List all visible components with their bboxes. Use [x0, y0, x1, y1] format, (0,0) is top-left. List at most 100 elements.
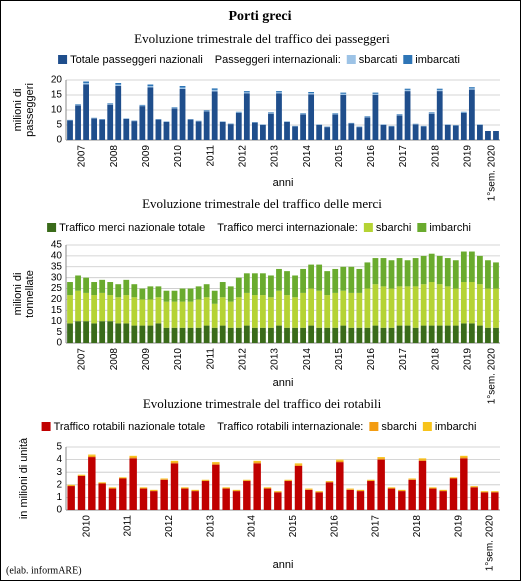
legend-swatch — [346, 55, 356, 64]
bar-segment — [98, 482, 106, 484]
bar-segment — [439, 489, 447, 491]
bar-segment — [452, 260, 459, 289]
x-tick-label: 2008 — [109, 145, 120, 168]
legend-label: imbarchi — [429, 222, 471, 234]
bar-segment — [367, 481, 375, 510]
bar-segment — [195, 327, 202, 343]
x-tick-label: 2016 — [329, 515, 340, 538]
bar-segment — [67, 486, 75, 510]
bar-segment — [91, 118, 98, 140]
bar-segment — [171, 107, 178, 108]
bar-segment — [107, 104, 114, 105]
x-tick-label: 2013 — [270, 145, 281, 168]
bar-segment — [480, 491, 489, 493]
bar-segment — [263, 488, 272, 510]
bar-segment — [268, 113, 274, 140]
bar-segment — [123, 119, 130, 140]
bar-segment — [171, 290, 178, 302]
bar-segment — [305, 489, 313, 510]
bar-segment — [179, 301, 186, 328]
bar-segment — [77, 475, 86, 476]
bar-segment — [367, 479, 375, 481]
x-axis-title: anni — [273, 559, 294, 571]
bar-segment — [346, 489, 354, 510]
bar-segment — [396, 258, 403, 287]
bar-segment — [470, 486, 478, 487]
bar-segment — [150, 489, 158, 491]
x-tick-label: 2016 — [366, 145, 377, 168]
x-tick-label: 2008 — [109, 348, 120, 371]
bar-segment — [219, 297, 226, 326]
bar-segment — [219, 122, 226, 140]
bar-segment — [222, 487, 230, 488]
chart-title: Evoluzione trimestrale del traffico dei … — [134, 31, 390, 46]
bar-segment — [179, 89, 186, 140]
bar-segment — [187, 327, 194, 343]
y-tick-label: 45 — [51, 240, 63, 251]
y-tick-label: 30 — [51, 272, 63, 283]
bar-segment — [284, 271, 290, 296]
x-tick-label: 2018 — [412, 515, 423, 538]
bar-segment — [147, 87, 154, 140]
bar-segment — [139, 487, 148, 489]
bar-segment — [160, 479, 168, 510]
bar-segment — [408, 479, 416, 510]
bar-segment — [235, 297, 242, 328]
bar-segment — [420, 284, 427, 326]
bar-segment — [420, 126, 427, 140]
y-tick-label: 10 — [51, 105, 63, 116]
y-tick-label: 40 — [51, 251, 63, 262]
y-axis-title: milioni di — [12, 89, 24, 132]
legend-label: Traffico rotabili nazionale totale — [54, 421, 206, 433]
bar-segment — [212, 464, 220, 510]
bar-segment — [308, 93, 315, 95]
bar-segment — [460, 111, 467, 113]
bar-segment — [428, 282, 435, 326]
bar-segment — [268, 327, 274, 343]
bar-segment — [201, 479, 210, 481]
bar-segment — [348, 292, 355, 328]
bar-segment — [300, 114, 306, 140]
bar-segment — [191, 490, 199, 492]
bar-segment — [292, 126, 298, 140]
bar-segment — [243, 92, 250, 94]
x-tick-label: 2015 — [334, 145, 345, 168]
bar-segment — [191, 491, 199, 510]
bar-segment — [115, 83, 122, 85]
bar-segment — [292, 297, 298, 328]
bar-segment — [300, 292, 306, 328]
bar-segment — [308, 325, 315, 343]
bar-segment — [203, 325, 210, 343]
bar-segment — [276, 91, 282, 93]
y-axis-title: passeggeri — [24, 83, 36, 137]
legend-swatch — [47, 223, 57, 232]
bar-segment — [444, 325, 451, 343]
bar-segment — [364, 116, 371, 118]
bar-segment — [294, 465, 303, 510]
bar-segment — [485, 288, 491, 328]
bar-segment — [332, 327, 339, 343]
bar-segment — [460, 455, 468, 458]
bar-segment — [107, 282, 114, 296]
bar-segment — [324, 271, 331, 296]
bar-segment — [75, 105, 81, 140]
bar-segment — [170, 460, 179, 463]
bar-segment — [91, 295, 98, 324]
bar-segment — [235, 113, 242, 140]
bar-segment — [123, 323, 130, 343]
bar-segment — [396, 325, 403, 343]
x-tick-label: 2010 — [173, 145, 184, 168]
bar-segment — [491, 492, 499, 510]
bar-segment — [428, 253, 435, 283]
bar-segment — [147, 286, 154, 300]
bar-segment — [253, 462, 261, 464]
bar-segment — [235, 112, 242, 113]
bar-segment — [332, 113, 339, 115]
bar-segment — [340, 93, 347, 95]
bar-segment — [211, 303, 218, 328]
bar-segment — [436, 325, 443, 343]
bar-segment — [308, 264, 315, 289]
page-title: Porti greci — [228, 9, 291, 24]
bar-segment — [160, 479, 168, 480]
bar-segment — [195, 286, 202, 300]
